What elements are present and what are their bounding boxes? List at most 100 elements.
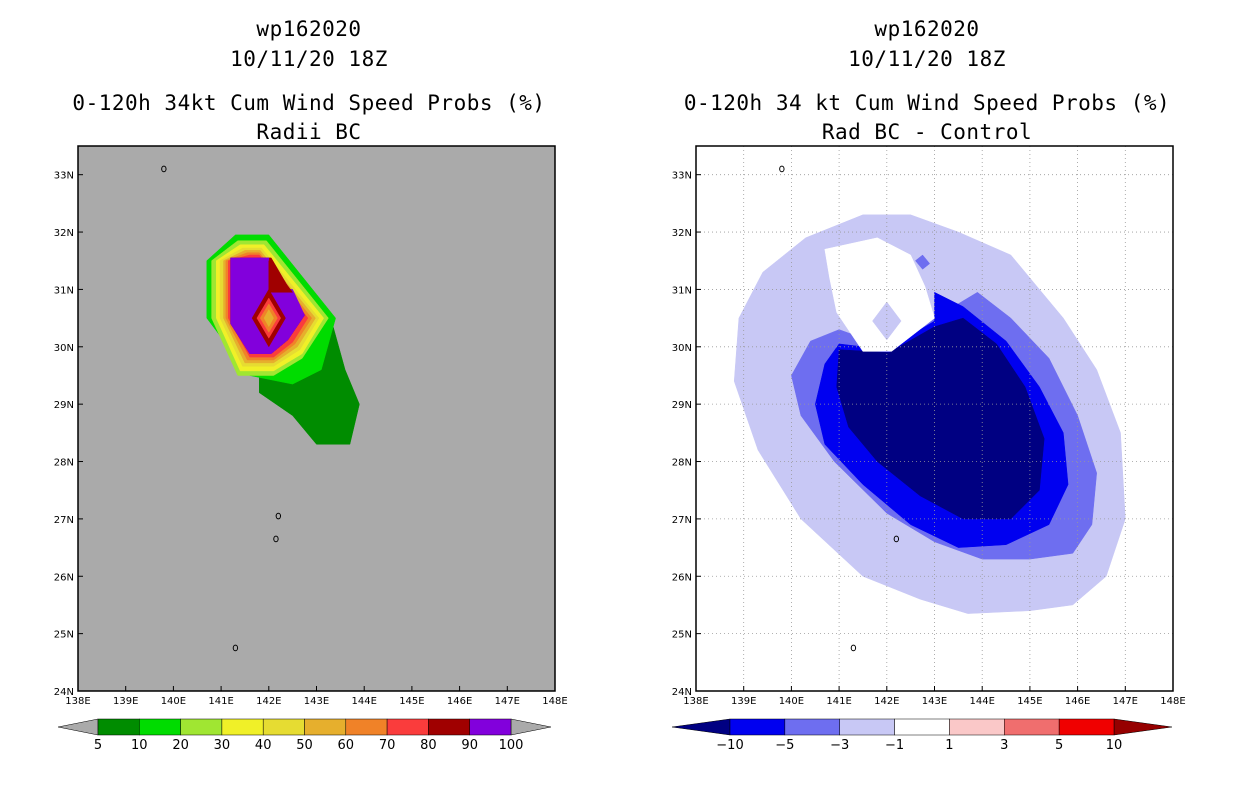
y-tick-label: 25N bbox=[54, 630, 74, 641]
x-tick-label: 140E bbox=[779, 696, 804, 707]
x-tick-label: 142E bbox=[256, 696, 281, 707]
colorbar-box bbox=[1004, 718, 1060, 736]
contour-region-4 bbox=[824, 237, 935, 352]
x-tick-label: 145E bbox=[1017, 696, 1042, 707]
colorbar-label: −5 bbox=[775, 738, 794, 753]
y-tick-label: 28N bbox=[54, 458, 74, 469]
x-tick-label: 148E bbox=[542, 696, 567, 707]
y-tick-label: 31N bbox=[54, 285, 74, 296]
right-chart-title: 0-120h 34 kt Cum Wind Speed Probs (%) bbox=[683, 91, 1171, 115]
colorbar-min-triangle bbox=[671, 718, 731, 736]
colorbar-label: 5 bbox=[1055, 738, 1063, 753]
y-tick-label: 26N bbox=[54, 572, 74, 583]
island-outline bbox=[273, 535, 279, 543]
y-tick-label: 28N bbox=[672, 458, 692, 469]
y-tick-label: 25N bbox=[672, 630, 692, 641]
x-tick-label: 138E bbox=[683, 696, 708, 707]
colorbar-label: −1 bbox=[885, 738, 904, 753]
x-tick-label: 141E bbox=[208, 696, 233, 707]
contour-region-7 bbox=[915, 254, 930, 270]
x-tick-label: 139E bbox=[731, 696, 756, 707]
left-datetime: 10/11/20 18Z bbox=[230, 47, 388, 71]
colorbar-max-triangle bbox=[510, 718, 552, 736]
colorbar-label: 40 bbox=[255, 738, 272, 753]
x-tick-label: 147E bbox=[495, 696, 520, 707]
x-tick-label: 140E bbox=[161, 696, 186, 707]
x-tick-label: 139E bbox=[113, 696, 138, 707]
x-tick-label: 141E bbox=[826, 696, 851, 707]
colorbar-box bbox=[262, 718, 305, 736]
contour-layer bbox=[206, 234, 360, 445]
left-chart-title: 0-120h 34kt Cum Wind Speed Probs (%) bbox=[72, 91, 546, 115]
y-tick-label: 29N bbox=[672, 400, 692, 411]
colorbar-label: 100 bbox=[499, 738, 524, 753]
island-outline bbox=[850, 644, 857, 652]
island-outline bbox=[275, 512, 282, 520]
colorbar-box bbox=[1058, 718, 1115, 736]
x-tick-label: 146E bbox=[447, 696, 472, 707]
colorbar: −10 −5 −3 −1 1 3 5 10 bbox=[671, 718, 1173, 753]
colorbar-box bbox=[949, 718, 1005, 736]
colorbar-label: −10 bbox=[716, 738, 743, 753]
x-tick-label: 143E bbox=[922, 696, 947, 707]
y-tick-label: 33N bbox=[54, 171, 74, 182]
colorbar-box bbox=[180, 718, 223, 736]
colorbar-label: 3 bbox=[1000, 738, 1008, 753]
x-tick-label: 147E bbox=[1113, 696, 1138, 707]
x-tick-label: 146E bbox=[1065, 696, 1090, 707]
right-difference-map: 138E 139E 140E 141E 142E 143E 144E 145E 146E 147E… bbox=[671, 145, 1186, 753]
left-chart-subtitle: Radii BC bbox=[256, 120, 362, 144]
y-tick-label: 32N bbox=[672, 228, 692, 239]
colorbar-label: 60 bbox=[338, 738, 355, 753]
island-outline bbox=[893, 535, 900, 543]
y-tick-label: 30N bbox=[54, 343, 74, 354]
colorbar-max-triangle bbox=[1113, 718, 1173, 736]
y-tick-label: 26N bbox=[672, 572, 692, 583]
colorbar-box bbox=[304, 718, 347, 736]
colorbar-label: −3 bbox=[830, 738, 849, 753]
y-tick-label: 24N bbox=[672, 687, 692, 698]
x-tick-label: 144E bbox=[969, 696, 994, 707]
y-tick-label: 33N bbox=[672, 171, 692, 182]
colorbar-min-triangle bbox=[57, 718, 99, 736]
x-tick-label: 144E bbox=[351, 696, 376, 707]
colorbar-label: 10 bbox=[131, 738, 148, 753]
colorbar-box bbox=[784, 718, 840, 736]
island-outline bbox=[232, 644, 239, 652]
x-tick-label: 145E bbox=[399, 696, 424, 707]
colorbar-box bbox=[428, 718, 470, 736]
colorbar-box bbox=[221, 718, 264, 736]
contour-region-14 bbox=[263, 309, 274, 327]
colorbar-box bbox=[97, 718, 140, 736]
colorbar-label: 5 bbox=[94, 738, 102, 753]
y-tick-label: 29N bbox=[54, 400, 74, 411]
y-tick-label: 24N bbox=[54, 687, 74, 698]
x-tick-label: 143E bbox=[304, 696, 329, 707]
colorbar-label: 70 bbox=[379, 738, 396, 753]
right-storm-id: wp162020 bbox=[874, 17, 980, 41]
x-tick-label: 148E bbox=[1160, 696, 1185, 707]
colorbar: 5 10 20 30 40 50 60 70 80 90 100 bbox=[57, 718, 552, 753]
island-outline bbox=[161, 165, 167, 173]
colorbar-box bbox=[729, 718, 786, 736]
colorbar-box bbox=[345, 718, 388, 736]
colorbar-box bbox=[139, 718, 181, 736]
colorbar-box bbox=[839, 718, 895, 736]
colorbar-box bbox=[894, 718, 950, 736]
colorbar-label: 90 bbox=[461, 738, 478, 753]
colorbar-box bbox=[469, 718, 512, 736]
colorbar-label: 20 bbox=[172, 738, 189, 753]
y-tick-label: 31N bbox=[672, 285, 692, 296]
colorbar-label: 50 bbox=[296, 738, 313, 753]
colorbar-label: 80 bbox=[420, 738, 437, 753]
island-outline bbox=[779, 165, 785, 173]
colorbar-box bbox=[386, 718, 429, 736]
y-tick-label: 32N bbox=[54, 228, 74, 239]
contour-layer bbox=[733, 214, 1126, 614]
right-datetime: 10/11/20 18Z bbox=[848, 47, 1006, 71]
right-chart-subtitle: Rad BC - Control bbox=[821, 120, 1033, 144]
y-tick-label: 27N bbox=[672, 515, 692, 526]
colorbar-label: 10 bbox=[1106, 738, 1123, 753]
left-panel: wp162020 10/11/20 18Z 0-120h 34kt Cum Wi… bbox=[54, 17, 568, 753]
x-tick-label: 138E bbox=[65, 696, 90, 707]
